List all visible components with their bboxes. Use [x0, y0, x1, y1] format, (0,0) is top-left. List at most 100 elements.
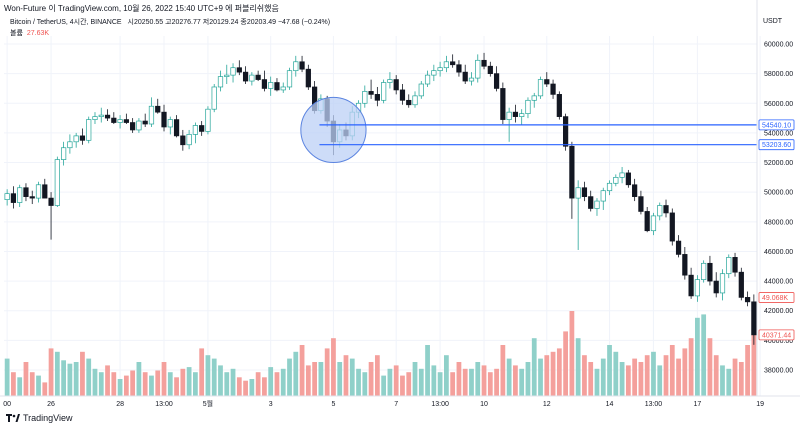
candle-body — [657, 205, 663, 217]
volume-bar — [563, 331, 568, 396]
candle-body — [224, 74, 230, 77]
volume-bar — [368, 362, 374, 396]
candle-body — [173, 119, 180, 137]
volume-bar — [249, 379, 255, 396]
candle-body — [481, 59, 487, 67]
volume-bar — [525, 362, 531, 396]
volume-bar — [299, 345, 305, 396]
volume-bar — [337, 362, 343, 396]
volume-bar — [412, 362, 418, 396]
candlesticks — [4, 52, 757, 345]
candle-body — [663, 205, 669, 214]
volume-bar — [236, 377, 242, 396]
volume-bar — [205, 355, 211, 396]
volume-bar — [123, 375, 129, 396]
candle-body — [274, 82, 280, 91]
candle-body — [399, 89, 406, 101]
candle-body — [594, 200, 600, 209]
volume-bar — [262, 377, 267, 396]
candle-body — [10, 193, 17, 203]
volume-bar — [61, 360, 66, 396]
x-tick-label: 12 — [543, 401, 551, 408]
high-label: 고 — [165, 19, 172, 26]
volume-bar — [243, 380, 248, 396]
volume-bar — [519, 368, 525, 396]
volume-bar — [331, 338, 336, 396]
volume-bar — [751, 321, 757, 396]
volume-bar — [500, 345, 506, 396]
candle-body — [525, 99, 531, 114]
candle-body — [387, 79, 393, 83]
y-tick-label: 48000.00 — [764, 219, 793, 226]
candle-body — [500, 88, 506, 120]
candle-body — [117, 119, 123, 123]
volume-bar — [67, 363, 73, 396]
volume-bar — [293, 351, 299, 396]
candle-body — [431, 70, 437, 76]
candle-body — [217, 76, 224, 88]
candle-body — [73, 135, 79, 143]
volume-bar — [513, 365, 518, 396]
candle-body — [581, 187, 588, 197]
volume-bar — [550, 351, 556, 396]
candle-body — [738, 271, 744, 298]
volume-bar — [218, 365, 223, 396]
candle-body — [61, 147, 67, 160]
symbol-title[interactable]: Bitcoin / TetherUS, 4시간, BINANCE — [10, 19, 122, 26]
change-value: −47.68 (−0.24%) — [277, 19, 331, 26]
candle-body — [42, 184, 48, 199]
candle-body — [726, 257, 732, 275]
candle-body — [519, 113, 525, 117]
volume-bar — [349, 358, 355, 396]
volume-bar — [638, 362, 644, 396]
volume-bar — [738, 362, 744, 396]
volume-bar — [343, 355, 349, 396]
candle-body — [79, 135, 86, 141]
volume-bar — [255, 372, 261, 396]
candle-body — [744, 297, 751, 303]
candle-body — [632, 184, 638, 197]
volume-bar — [174, 377, 179, 396]
high-value: 20276.77 — [171, 19, 201, 26]
volume-bar — [720, 365, 725, 396]
volume-bar — [381, 375, 387, 396]
chart-overlay — [300, 96, 757, 164]
candle-body — [512, 111, 519, 117]
volume-bar — [362, 372, 368, 396]
volume-bar — [393, 365, 399, 396]
y-tick-label: 56000.00 — [764, 101, 793, 108]
volume-bar — [312, 362, 317, 396]
volume-bar — [688, 338, 694, 396]
y-tick-label: 38000.00 — [764, 368, 793, 375]
volume-bar — [374, 355, 380, 396]
candle-body — [286, 70, 293, 88]
candle-body — [374, 94, 380, 101]
tradingview-logo-icon — [6, 414, 20, 422]
candle-body — [468, 77, 475, 82]
candle-body — [48, 197, 54, 206]
volume-bar — [594, 368, 600, 396]
y-tick-label: 54000.00 — [764, 130, 793, 137]
volume-bar — [92, 368, 98, 396]
time-axis: 00 26 28 13:00 5월 3 5 7 13:00 10 12 14 13:00 17 19 — [0, 395, 800, 408]
x-tick-label: 3 — [269, 401, 273, 408]
x-tick-label: 10 — [480, 401, 488, 408]
volume-bar — [494, 368, 499, 396]
candle-body — [732, 257, 738, 273]
volume-bars — [4, 311, 757, 396]
candle-body — [86, 119, 92, 141]
candle-body — [230, 67, 236, 76]
candle-body — [123, 119, 129, 123]
candle-body — [17, 187, 23, 203]
volume-bar — [42, 382, 48, 396]
candle-body — [625, 172, 631, 186]
volume-bar — [73, 362, 79, 396]
price-tag-box — [758, 292, 795, 303]
candle-body — [305, 68, 311, 88]
candle-body — [412, 95, 418, 106]
candle-body — [493, 73, 500, 89]
candle-body — [192, 125, 198, 135]
close-label: 종 — [240, 19, 247, 26]
y-tick-label: 58000.00 — [764, 71, 793, 78]
